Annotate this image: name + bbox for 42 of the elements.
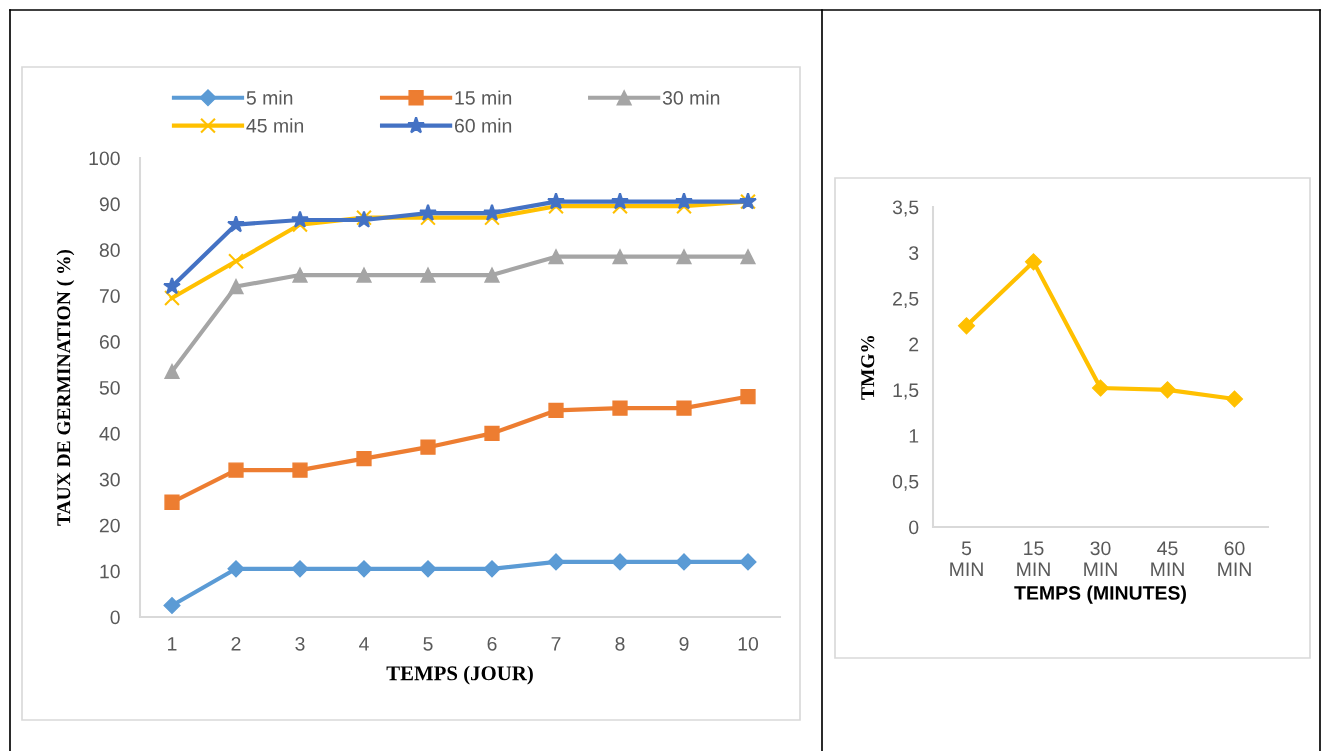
y-tick-label: 90 bbox=[99, 197, 120, 212]
x-tick-label: 3 bbox=[295, 636, 305, 651]
y-tick-label: 3 bbox=[909, 246, 919, 260]
x-axis-title: TEMPS (JOUR) bbox=[386, 665, 533, 685]
x-tick-label: 7 bbox=[551, 637, 561, 651]
x-tick-label: 1 bbox=[168, 637, 177, 651]
y-tick-label: 1 bbox=[909, 429, 919, 443]
x-tick-label: 2 bbox=[231, 636, 241, 651]
x-tick-label: 8 bbox=[615, 636, 625, 651]
y-tick-label: 30 bbox=[99, 472, 120, 487]
y-tick-label: 0 bbox=[909, 520, 919, 535]
x-tick-label: 15 MIN bbox=[1017, 541, 1050, 576]
legend-label: 45 min bbox=[246, 118, 304, 133]
x-tick-label: 9 bbox=[679, 636, 689, 651]
y-tick-label: 40 bbox=[99, 426, 120, 441]
y-tick-label: 1,5 bbox=[893, 383, 919, 400]
x-tick-label: 10 bbox=[738, 636, 759, 651]
y-tick-label: 0,5 bbox=[892, 474, 919, 491]
x-tick-label: 60 MIN bbox=[1218, 541, 1251, 576]
x-tick-label: 6 bbox=[487, 636, 497, 651]
legend-label: 15 min bbox=[455, 90, 512, 105]
x-tick-label: 5 bbox=[423, 637, 433, 651]
x-tick-label: 5 MIN bbox=[950, 541, 983, 576]
y-tick-label: 50 bbox=[99, 380, 120, 395]
legend-label: 30 min bbox=[662, 90, 720, 105]
y-tick-label: 100 bbox=[89, 151, 120, 166]
y-tick-label: 0 bbox=[110, 610, 120, 625]
y-axis-title: TAUX DE GERMINATION ( %) bbox=[56, 249, 75, 526]
y-tick-label: 2 bbox=[909, 337, 919, 352]
x-tick-label: 45 MIN bbox=[1151, 541, 1184, 576]
y-tick-label: 3,5 bbox=[892, 200, 919, 217]
y-tick-label: 20 bbox=[99, 518, 120, 533]
legend-label: 5 min bbox=[246, 90, 293, 105]
y-tick-label: 70 bbox=[99, 289, 120, 303]
legend-label: 60 min bbox=[454, 118, 512, 133]
y-tick-label: 2,5 bbox=[893, 291, 919, 308]
y-tick-label: 80 bbox=[99, 243, 120, 258]
y-tick-label: 60 bbox=[99, 335, 120, 349]
y-axis-title: TMG% bbox=[861, 335, 875, 400]
x-tick-label: 4 bbox=[359, 637, 369, 651]
x-tick-label: 30 MIN bbox=[1084, 541, 1117, 576]
x-axis-title: TEMPS (MINUTES) bbox=[1014, 585, 1186, 604]
